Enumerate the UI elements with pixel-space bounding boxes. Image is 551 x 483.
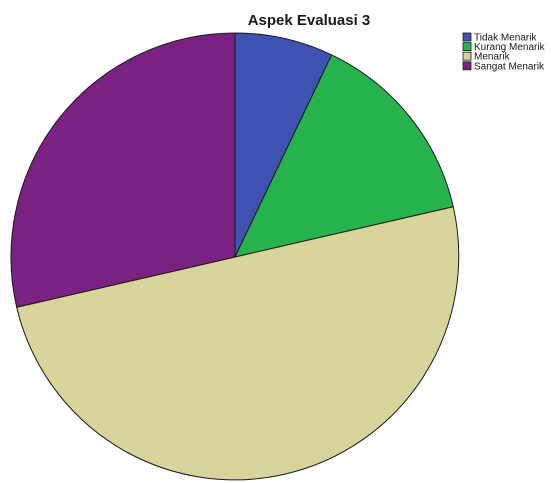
pie-slice-menarik xyxy=(16,206,460,481)
legend-label-sangat-menarik: Sangat Menarik xyxy=(474,61,545,72)
pie-slice-sangat-menarik xyxy=(10,32,236,308)
pie-slice-kurang-menarik xyxy=(234,54,454,258)
pie-slices xyxy=(10,32,460,481)
legend-swatch-sangat-menarik xyxy=(462,61,472,71)
legend-label-menarik: Menarik xyxy=(474,52,511,63)
legend-label-kurang-menarik: Kurang Menarik xyxy=(474,42,546,53)
legend-swatch-kurang-menarik xyxy=(462,42,472,51)
legend-swatch-menarik xyxy=(462,51,472,61)
legend-label-tidak-menarik: Tidak Menarik xyxy=(474,33,537,44)
pie-slice-tidak-menarik xyxy=(234,32,333,258)
chart-title: Aspek Evaluasi 3 xyxy=(248,12,371,29)
legend-swatch-tidak-menarik xyxy=(462,32,472,42)
